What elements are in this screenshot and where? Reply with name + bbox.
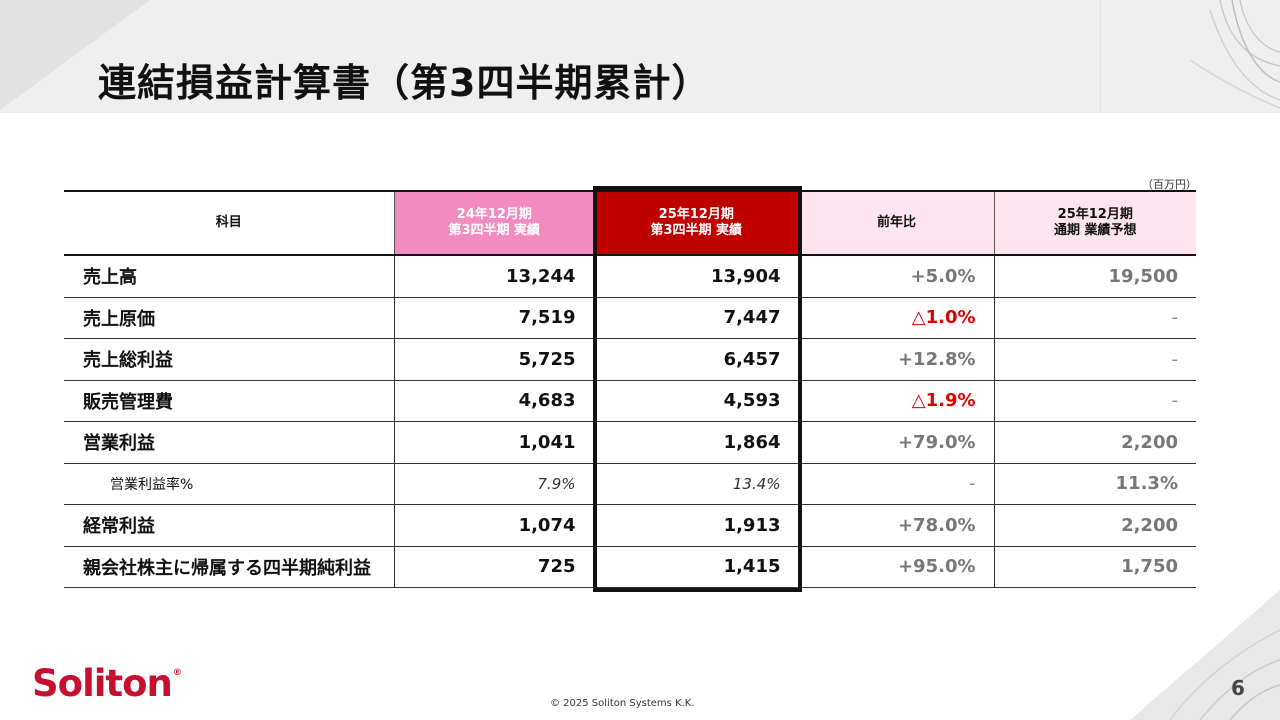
copyright: © 2025 Soliton Systems K.K. [550,698,695,709]
table-row: 売上原価 7,519 7,447 △1.0% - [64,297,1196,339]
soliton-logo: Soliton® [32,662,182,705]
row-prev-value: 7.9% [393,463,594,505]
row-subject: 売上原価 [64,297,394,339]
header-prev-line2: 第3四半期 実績 [448,223,541,238]
row-cur-value: 7,447 [593,297,799,339]
row-cur-value: 13.4% [593,463,799,505]
row-cur-value: 13,904 [593,255,799,298]
page-title: 連結損益計算書（第3四半期累計） [98,61,711,105]
table-row: 経常利益 1,074 1,913 +78.0% 2,200 [64,504,1196,547]
row-yoy: △1.0% [798,297,994,339]
row-yoy: +12.8% [798,338,994,381]
table-row: 親会社株主に帰属する四半期純利益 725 1,415 +95.0% 1,750 [64,546,1196,588]
row-cur-value: 1,913 [593,504,799,547]
unit-label: （百万円） [1142,178,1197,191]
row-yoy: △1.9% [798,380,994,422]
row-yoy: +95.0% [798,546,994,588]
table-row: 売上高 13,244 13,904 +5.0% 19,500 [64,255,1196,298]
income-statement-table: 科目 24年12月期 第3四半期 実績 25年12月期 第3四半期 実績 前年比… [64,190,1196,588]
row-forecast: 2,200 [993,504,1196,547]
wave-decoration-bottom [1130,590,1280,720]
row-cur-value: 1,864 [593,421,799,464]
row-subject: 売上高 [64,255,394,298]
row-yoy: +5.0% [798,255,994,298]
row-yoy: +79.0% [798,421,994,464]
row-prev-value: 725 [393,546,594,588]
header-cur-line2: 第3四半期 実績 [650,223,743,238]
row-prev-value: 7,519 [393,297,594,339]
header-prev-year: 24年12月期 第3四半期 実績 [393,190,594,256]
row-subject: 営業利益 [64,421,394,464]
row-cur-value: 1,415 [593,546,799,588]
header-band [0,0,1280,113]
header-forecast-line2: 通期 業績予想 [1053,223,1137,238]
table-header-row: 科目 24年12月期 第3四半期 実績 25年12月期 第3四半期 実績 前年比… [64,190,1196,256]
header-subject: 科目 [64,190,394,256]
row-prev-value: 13,244 [393,255,594,298]
row-subject: 経常利益 [64,504,394,547]
row-subject: 売上総利益 [64,338,394,381]
table-row: 売上総利益 5,725 6,457 +12.8% - [64,338,1196,381]
row-forecast: - [993,297,1196,339]
row-prev-value: 1,074 [393,504,594,547]
corner-decoration [0,0,150,110]
header-current-year: 25年12月期 第3四半期 実績 [594,190,799,256]
row-prev-value: 1,041 [393,421,594,464]
row-prev-value: 5,725 [393,338,594,381]
logo-text: Soliton [32,662,173,705]
row-subject: 親会社株主に帰属する四半期純利益 [64,546,394,588]
row-yoy: +78.0% [798,504,994,547]
row-forecast: 1,750 [993,546,1196,588]
row-forecast: - [993,338,1196,381]
row-yoy: - [798,463,994,505]
page-number: 6 [1231,676,1245,700]
header-forecast: 25年12月期 通期 業績予想 [993,190,1196,256]
table-row: 営業利益 1,041 1,864 +79.0% 2,200 [64,421,1196,464]
row-prev-value: 4,683 [393,380,594,422]
row-subject: 販売管理費 [64,380,394,422]
table-row: 営業利益率% 7.9% 13.4% - 11.3% [64,463,1196,505]
wave-decoration-top [1100,0,1280,113]
header-forecast-line1: 25年12月期 [1057,207,1133,222]
row-forecast: 2,200 [993,421,1196,464]
row-cur-value: 4,593 [593,380,799,422]
row-subject: 営業利益率% [64,463,394,505]
registered-mark: ® [172,668,182,678]
header-cur-line1: 25年12月期 [658,207,734,222]
row-forecast: 19,500 [993,255,1196,298]
header-yoy: 前年比 [798,190,994,256]
header-prev-line1: 24年12月期 [456,207,532,222]
table-row: 販売管理費 4,683 4,593 △1.9% - [64,380,1196,422]
row-cur-value: 6,457 [593,338,799,381]
row-forecast: 11.3% [993,463,1196,505]
row-forecast: - [993,380,1196,422]
